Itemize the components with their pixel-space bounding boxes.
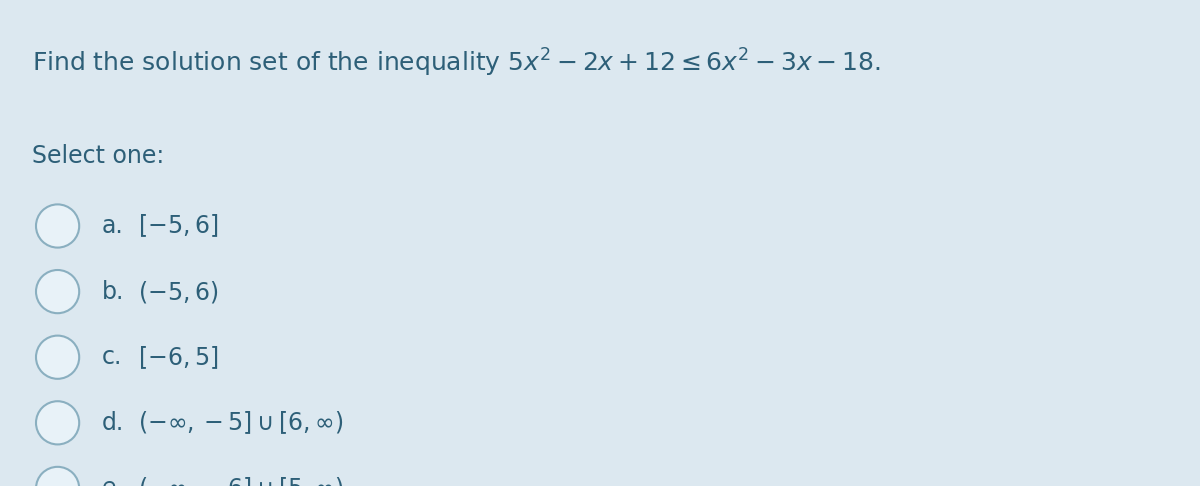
Ellipse shape xyxy=(36,270,79,313)
Ellipse shape xyxy=(36,467,79,486)
Text: $[-5, 6]$: $[-5, 6]$ xyxy=(138,212,218,240)
Text: c.: c. xyxy=(102,345,122,369)
Text: d.: d. xyxy=(102,411,125,435)
Text: a.: a. xyxy=(102,214,124,238)
Text: Find the solution set of the inequality $5x^2 - 2x + 12 \leq 6x^2 - 3x - 18.$: Find the solution set of the inequality … xyxy=(32,47,881,79)
Ellipse shape xyxy=(36,205,79,247)
Text: $(-\infty, -6] \cup [5, \infty)$: $(-\infty, -6] \cup [5, \infty)$ xyxy=(138,475,343,486)
Text: Select one:: Select one: xyxy=(32,143,164,168)
Text: b.: b. xyxy=(102,279,125,304)
Text: e.: e. xyxy=(102,476,124,486)
Ellipse shape xyxy=(36,401,79,444)
Ellipse shape xyxy=(36,336,79,379)
Text: $(-\infty, -5] \cup [6, \infty)$: $(-\infty, -5] \cup [6, \infty)$ xyxy=(138,409,343,436)
Text: $[-6, 5]$: $[-6, 5]$ xyxy=(138,344,218,371)
Text: $(-5, 6)$: $(-5, 6)$ xyxy=(138,278,218,305)
